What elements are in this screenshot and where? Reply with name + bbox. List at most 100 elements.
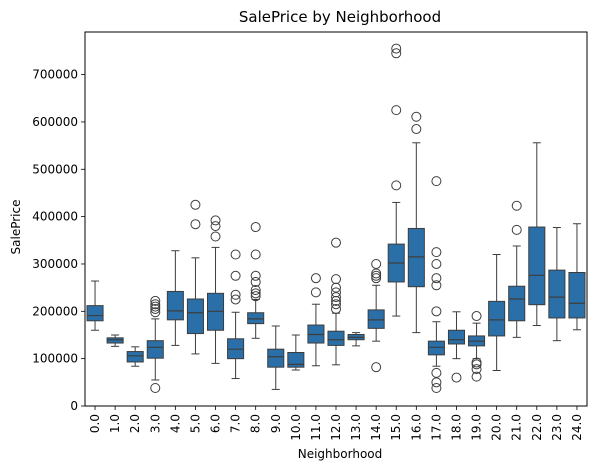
y-axis-label: SalePrice (9, 200, 23, 255)
outlier-point (250, 270, 261, 281)
y-tick-label: 400000 (32, 210, 78, 224)
outlier-point (471, 311, 482, 322)
x-tick-label: 20.0 (490, 414, 504, 441)
outlier-point (431, 176, 442, 187)
outlier-point (431, 273, 442, 284)
x-tick-label: 15.0 (389, 414, 403, 441)
outlier-point (411, 111, 422, 122)
box (548, 269, 566, 319)
x-tick-label: 7.0 (229, 414, 243, 433)
x-tick-label: 6.0 (209, 414, 223, 433)
x-tick-label: 4.0 (168, 414, 182, 433)
x-axis-label: Neighborhood (298, 447, 383, 461)
outlier-point (331, 303, 341, 314)
x-tick-label: 22.0 (530, 414, 544, 441)
outlier-point (210, 231, 221, 242)
outlier-point (310, 273, 321, 284)
x-tick-label: 3.0 (148, 414, 162, 433)
outlier-point (471, 357, 482, 368)
outlier-point (230, 249, 241, 260)
box (488, 300, 506, 337)
outlier-point (230, 289, 241, 300)
outlier-point (250, 291, 261, 302)
box (106, 337, 124, 344)
chart-title: SalePrice by Neighborhood (239, 8, 441, 26)
x-tick-label: 16.0 (409, 414, 423, 441)
x-tick-label: 13.0 (349, 414, 363, 441)
outlier-point (250, 276, 261, 287)
outlier-point (230, 270, 241, 281)
x-tick-label: 21.0 (510, 414, 524, 441)
outlier-point (250, 249, 261, 260)
outlier-point (371, 270, 382, 281)
outlier-point (250, 285, 261, 296)
y-tick-label: 100000 (32, 352, 78, 366)
outlier-point (210, 221, 221, 232)
outlier-point (391, 43, 402, 54)
outlier-point (331, 299, 341, 310)
x-tick-label: 14.0 (369, 414, 383, 441)
outlier-point (431, 280, 442, 291)
box (568, 271, 586, 319)
outlier-point (190, 199, 201, 210)
x-tick-label: 1.0 (108, 414, 122, 433)
box (508, 285, 526, 322)
x-tick-label: 18.0 (449, 414, 463, 441)
outlier-point (331, 274, 341, 285)
outlier-point (391, 48, 402, 59)
box (407, 227, 425, 288)
outlier-point (230, 294, 241, 305)
box (367, 309, 385, 329)
outlier-point (511, 200, 522, 211)
x-tick-label: 0.0 (88, 414, 102, 433)
plot-frame (84, 31, 588, 407)
outlier-point (471, 371, 482, 382)
box (126, 351, 144, 363)
y-tick-label: 600000 (32, 115, 78, 129)
outlier-point (431, 367, 442, 378)
y-tick-label: 0 (70, 399, 78, 413)
box (427, 340, 445, 356)
box (186, 298, 204, 335)
y-tick-label: 300000 (32, 257, 78, 271)
box (287, 352, 305, 368)
outlier-point (471, 364, 482, 375)
x-tick-label: 11.0 (309, 414, 323, 441)
x-tick-label: 17.0 (429, 414, 443, 441)
outlier-point (150, 301, 161, 312)
x-tick-label: 24.0 (570, 414, 584, 441)
y-tick-label: 500000 (32, 162, 78, 176)
x-tick-label: 23.0 (550, 414, 564, 441)
outlier-point (150, 299, 161, 310)
outlier-point (150, 303, 161, 314)
outlier-point (331, 287, 341, 298)
outlier-point (391, 105, 402, 116)
x-tick-label: 12.0 (329, 414, 343, 441)
outlier-point (431, 377, 442, 388)
outlier-point (431, 247, 442, 258)
outlier-point (190, 219, 201, 230)
outlier-point (431, 306, 442, 317)
outlier-point (150, 383, 161, 394)
x-tick-label: 9.0 (269, 414, 283, 433)
outlier-point (331, 237, 341, 248)
y-tick-label: 700000 (32, 68, 78, 82)
outlier-point (371, 273, 382, 284)
box (267, 348, 285, 368)
outlier-point (250, 288, 261, 299)
box (447, 329, 466, 345)
x-tick-label: 8.0 (249, 414, 263, 433)
x-tick-label: 2.0 (128, 414, 142, 433)
outlier-point (391, 180, 402, 191)
outlier-point (511, 224, 522, 235)
box (327, 330, 345, 346)
outlier-point (411, 124, 422, 135)
outlier-point (250, 222, 261, 233)
outlier-point (431, 258, 442, 269)
box (166, 290, 184, 321)
outlier-point (150, 295, 161, 306)
plot-area: 0 100000 200000 300000 400000 500000 600000 700… (32, 31, 588, 441)
box (86, 305, 104, 322)
outlier-point (150, 307, 161, 318)
